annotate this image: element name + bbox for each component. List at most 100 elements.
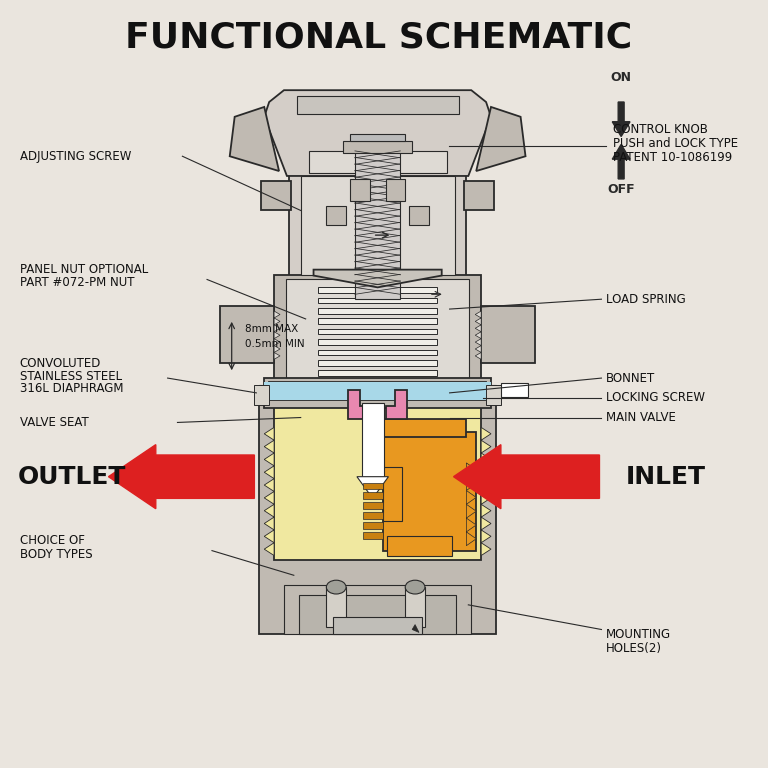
Polygon shape <box>481 543 491 555</box>
Bar <box>299 595 456 634</box>
Bar <box>481 306 535 363</box>
Bar <box>362 492 382 499</box>
Bar <box>382 432 476 551</box>
Polygon shape <box>475 339 481 346</box>
Polygon shape <box>264 517 274 530</box>
Text: OFF: OFF <box>607 184 635 197</box>
Bar <box>386 179 406 200</box>
Bar <box>465 181 494 210</box>
Polygon shape <box>466 518 476 532</box>
Polygon shape <box>475 353 481 359</box>
Polygon shape <box>348 390 369 419</box>
Polygon shape <box>264 440 274 453</box>
Polygon shape <box>264 427 274 440</box>
Text: FUNCTIONAL SCHEMATIC: FUNCTIONAL SCHEMATIC <box>125 21 632 55</box>
Bar <box>350 134 406 141</box>
Bar <box>343 141 412 154</box>
Polygon shape <box>264 492 274 505</box>
Bar <box>289 171 466 280</box>
Polygon shape <box>481 478 491 492</box>
Polygon shape <box>313 270 442 287</box>
Text: BONNET: BONNET <box>607 372 656 385</box>
Polygon shape <box>481 517 491 530</box>
Ellipse shape <box>406 580 425 594</box>
Bar <box>372 419 466 437</box>
Polygon shape <box>481 427 491 440</box>
Text: 8mm MAX: 8mm MAX <box>244 324 298 334</box>
Text: CONTROL KNOB: CONTROL KNOB <box>614 123 708 136</box>
Text: PART #072-PM NUT: PART #072-PM NUT <box>20 276 134 289</box>
Text: VALVE SEAT: VALVE SEAT <box>20 416 88 429</box>
Bar <box>260 385 274 398</box>
Text: LOCKING SCREW: LOCKING SCREW <box>607 392 705 404</box>
Bar <box>409 206 429 225</box>
Bar <box>261 181 291 210</box>
Bar <box>309 151 447 173</box>
Polygon shape <box>466 477 476 491</box>
Polygon shape <box>274 339 280 346</box>
Bar <box>326 587 346 627</box>
Polygon shape <box>274 318 280 325</box>
Polygon shape <box>264 530 274 543</box>
Text: HOLES(2): HOLES(2) <box>607 642 662 655</box>
Bar <box>274 402 481 561</box>
Bar <box>406 587 425 627</box>
Polygon shape <box>481 492 491 505</box>
Text: LOAD SPRING: LOAD SPRING <box>607 293 686 306</box>
Bar <box>264 378 491 408</box>
Bar <box>286 280 469 383</box>
FancyArrow shape <box>612 102 630 137</box>
Bar <box>362 522 382 529</box>
Text: 316L DIAPHRAGM: 316L DIAPHRAGM <box>20 382 123 396</box>
Polygon shape <box>476 107 525 171</box>
Bar <box>319 329 437 335</box>
Polygon shape <box>475 332 481 339</box>
Polygon shape <box>274 353 280 359</box>
Bar <box>362 532 382 539</box>
Bar <box>319 287 437 293</box>
Bar <box>254 385 269 405</box>
Bar <box>382 467 402 521</box>
Polygon shape <box>466 532 476 546</box>
Text: CONVOLUTED: CONVOLUTED <box>20 357 101 370</box>
Polygon shape <box>466 491 476 505</box>
Bar <box>501 383 528 397</box>
Bar <box>350 179 369 200</box>
Polygon shape <box>481 453 491 466</box>
Polygon shape <box>475 318 481 325</box>
FancyArrow shape <box>612 144 630 179</box>
Polygon shape <box>264 543 274 555</box>
Bar <box>355 147 400 300</box>
Text: BODY TYPES: BODY TYPES <box>20 548 92 561</box>
Polygon shape <box>230 107 279 171</box>
Bar <box>362 402 383 477</box>
Bar <box>264 382 491 400</box>
Bar <box>274 274 481 388</box>
Polygon shape <box>274 311 280 318</box>
Bar <box>284 585 472 634</box>
Text: OUTLET: OUTLET <box>18 465 126 488</box>
Bar <box>296 96 459 114</box>
Text: INLET: INLET <box>626 465 706 488</box>
Polygon shape <box>264 478 274 492</box>
Bar <box>301 176 455 274</box>
Polygon shape <box>481 530 491 543</box>
Bar <box>269 382 486 400</box>
Bar <box>362 512 382 519</box>
Polygon shape <box>264 505 274 517</box>
Polygon shape <box>466 505 476 518</box>
Polygon shape <box>264 90 491 176</box>
Polygon shape <box>475 325 481 332</box>
Text: PATENT 10-1086199: PATENT 10-1086199 <box>614 151 733 164</box>
Ellipse shape <box>326 580 346 594</box>
Text: PUSH and LOCK TYPE: PUSH and LOCK TYPE <box>614 137 738 150</box>
Polygon shape <box>274 325 280 332</box>
Text: ADJUSTING SCREW: ADJUSTING SCREW <box>20 150 131 163</box>
Polygon shape <box>481 505 491 517</box>
Text: STAINLESS STEEL: STAINLESS STEEL <box>20 369 122 382</box>
Polygon shape <box>264 466 274 478</box>
Polygon shape <box>466 463 476 477</box>
Text: 0.5mm MIN: 0.5mm MIN <box>244 339 304 349</box>
Bar <box>319 308 437 313</box>
Text: PANEL NUT OPTIONAL: PANEL NUT OPTIONAL <box>20 263 148 276</box>
